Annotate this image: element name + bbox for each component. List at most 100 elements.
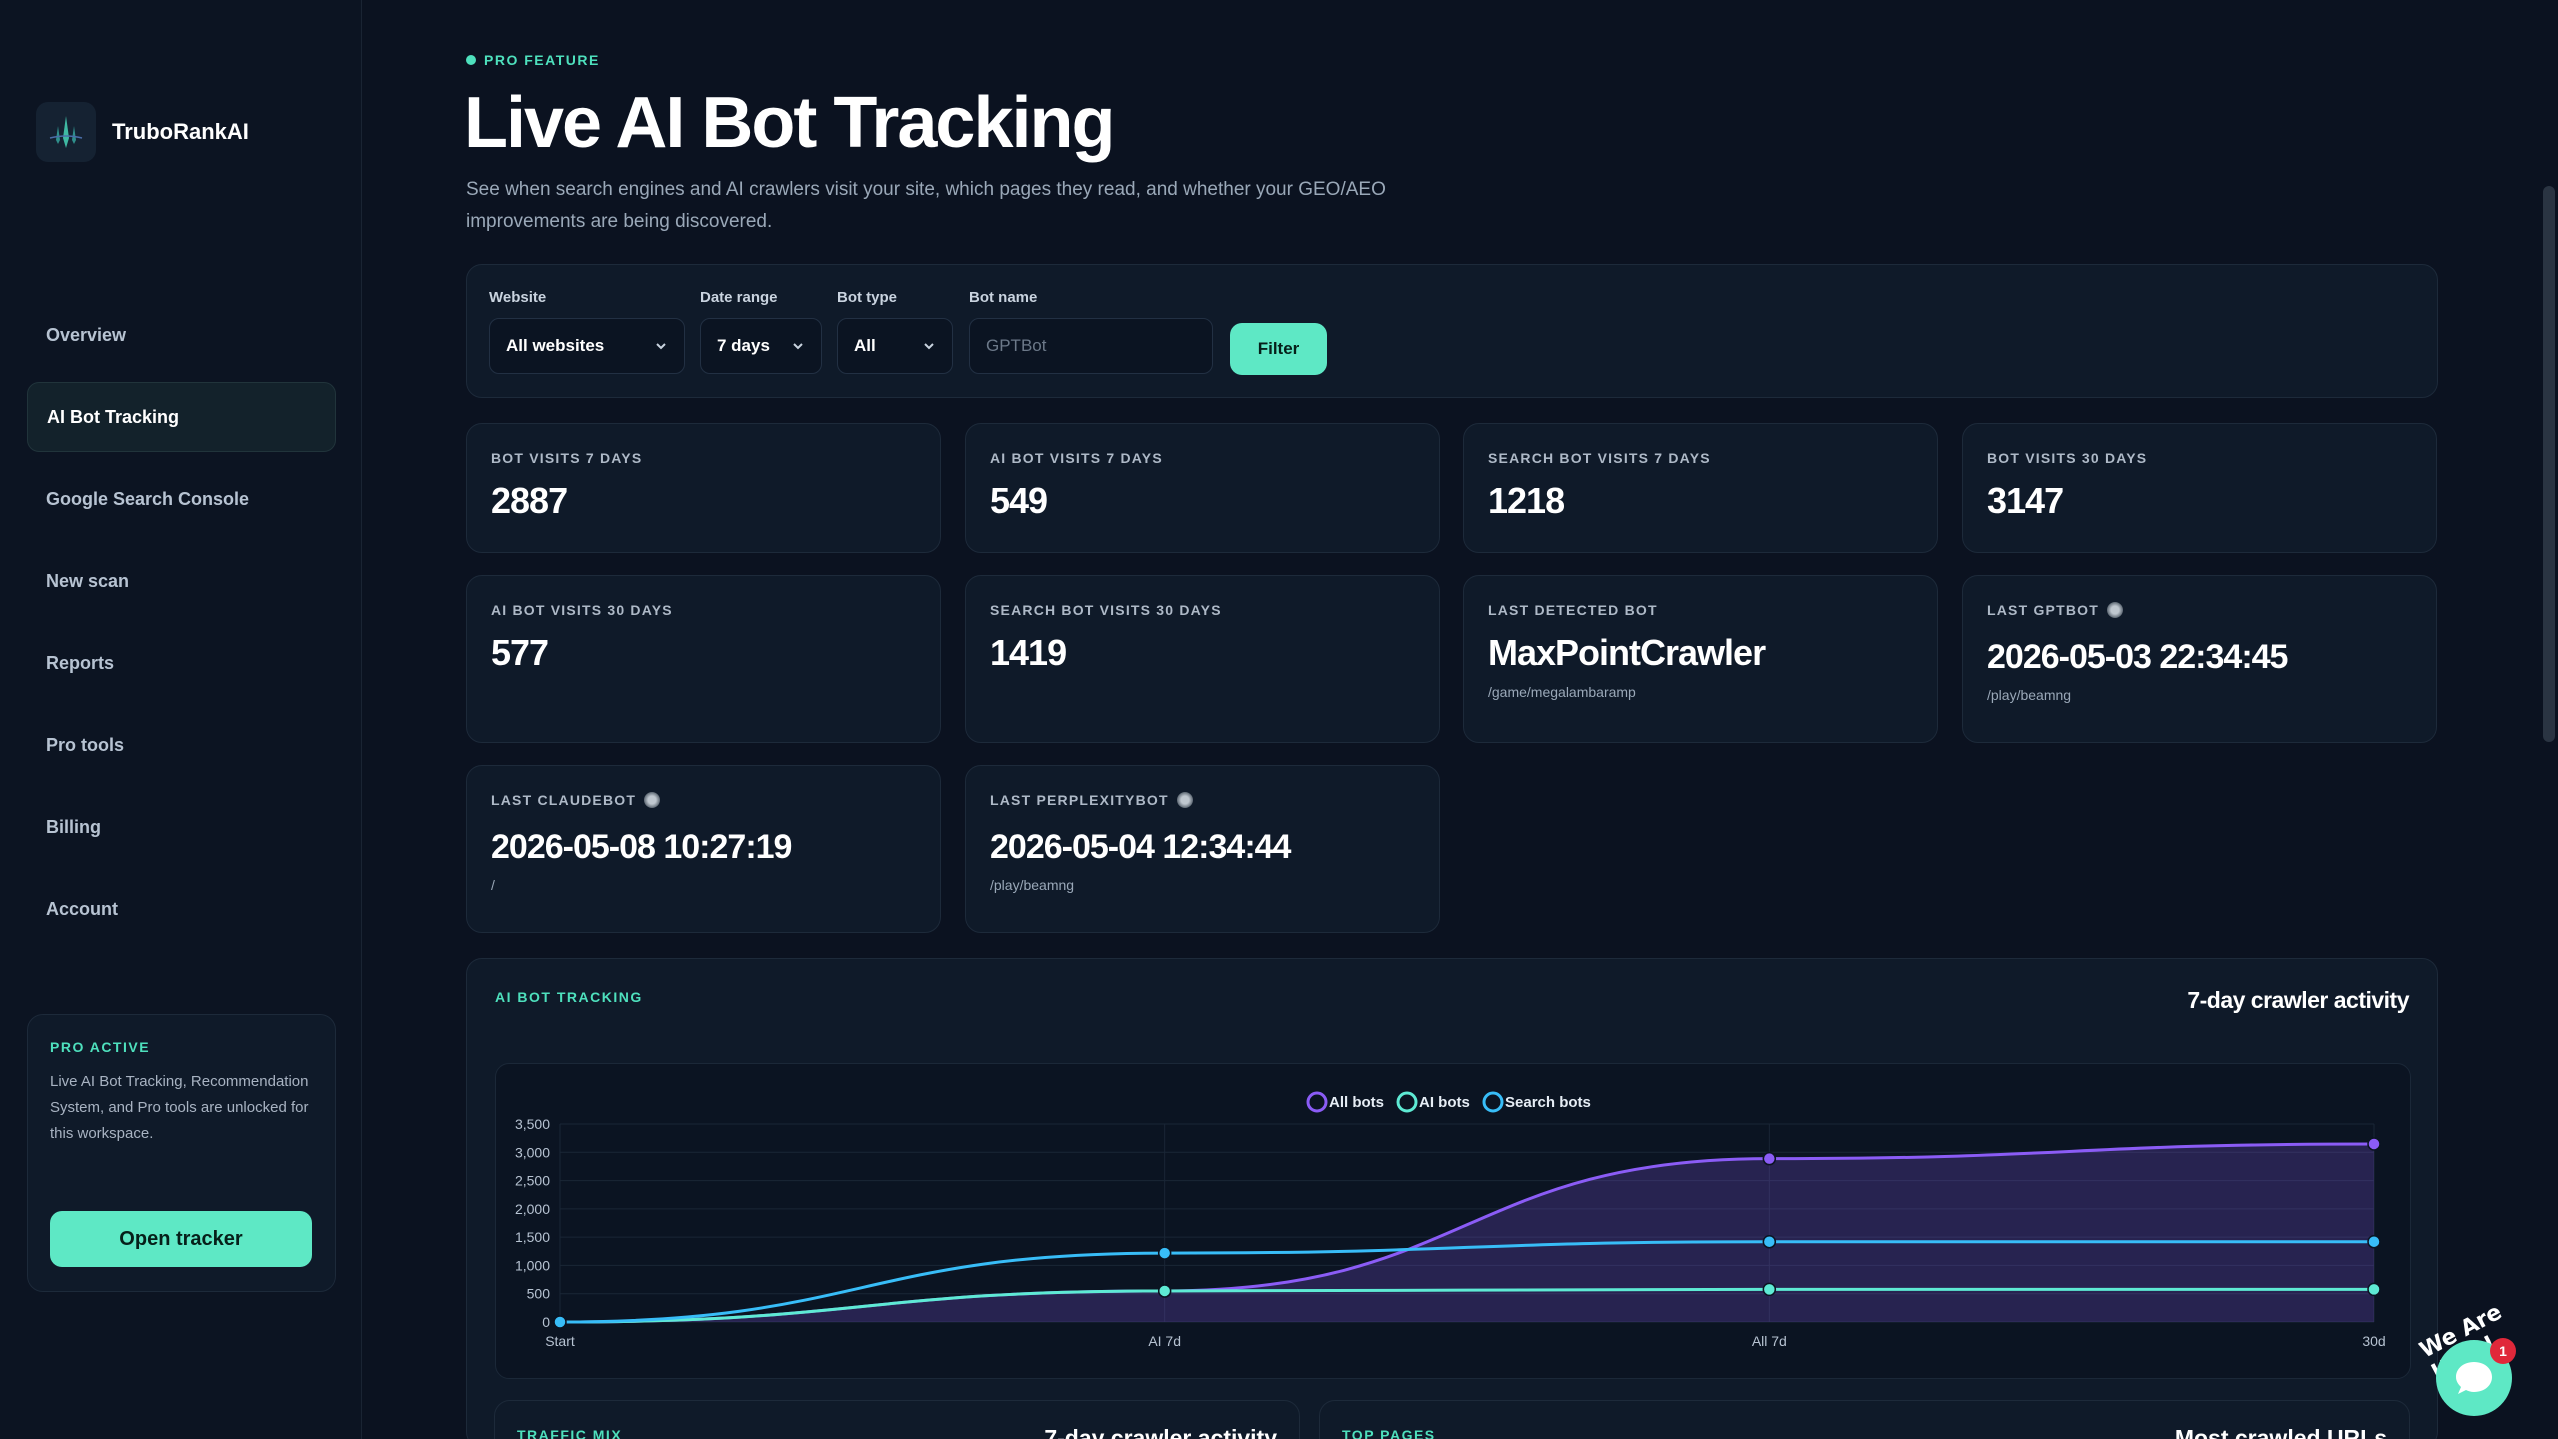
sidebar-item-reports[interactable]: Reports bbox=[46, 652, 115, 673]
stat-value: 3147 bbox=[1987, 480, 2064, 521]
panel-eyebrow: AI BOT TRACKING bbox=[495, 989, 643, 1005]
bot-name-label: Bot name bbox=[969, 289, 1038, 306]
stat-value: 577 bbox=[491, 632, 549, 673]
data-point bbox=[1762, 1234, 1777, 1249]
stat-card: AI BOT VISITS 7 DAYS 549 bbox=[965, 423, 1440, 553]
stat-card: LAST GPTBOT 2026-05-03 22:34:45 /play/be… bbox=[1962, 575, 2437, 743]
stat-value: MaxPointCrawler bbox=[1488, 632, 1766, 673]
pro-active-card: PRO ACTIVE Live AI Bot Tracking, Recomme… bbox=[27, 1014, 336, 1292]
status-dot-icon bbox=[466, 55, 476, 65]
bot-name-input[interactable]: GPTBot bbox=[969, 318, 1213, 374]
stat-card: SEARCH BOT VISITS 30 DAYS 1419 bbox=[965, 575, 1440, 743]
sidebar-item-account[interactable]: Account bbox=[46, 898, 118, 919]
data-point bbox=[2367, 1282, 2381, 1297]
pro-card-text: Live AI Bot Tracking, Recommendation Sys… bbox=[50, 1073, 309, 1142]
chevron-down-icon bbox=[924, 343, 934, 350]
series-line bbox=[559, 1240, 2374, 1324]
website-filter: Website All websites bbox=[489, 289, 685, 374]
bot-type-select[interactable]: All bbox=[837, 318, 953, 374]
scrollbar-thumb[interactable] bbox=[2543, 186, 2555, 742]
data-point bbox=[1157, 1246, 1172, 1260]
stat-label: LAST PERPLEXITYBOT bbox=[990, 792, 1169, 808]
website-select-value: All websites bbox=[506, 336, 605, 355]
stat-sub-path: /play/beamng bbox=[1987, 687, 2072, 703]
legend-swatch bbox=[1396, 1091, 1418, 1113]
data-point bbox=[2367, 1234, 2381, 1249]
stat-card: BOT VISITS 7 DAYS 2887 bbox=[466, 423, 941, 553]
chat-unread-badge: 1 bbox=[2490, 1338, 2516, 1364]
website-label: Website bbox=[489, 289, 547, 306]
sidebar-item-google-search-console[interactable]: Google Search Console bbox=[46, 488, 250, 509]
sidebar-item-pro-tools[interactable]: Pro tools bbox=[46, 734, 125, 755]
stat-label: AI BOT VISITS 7 DAYS bbox=[990, 450, 1163, 466]
y-tick-label: 3,000 bbox=[515, 1144, 550, 1160]
data-point bbox=[553, 1315, 567, 1329]
date-range-filter: Date range 7 days bbox=[700, 289, 822, 374]
y-tick-label: 2,500 bbox=[515, 1173, 550, 1189]
stat-value: 2026-05-08 10:27:19 bbox=[491, 828, 792, 866]
stat-label: AI BOT VISITS 30 DAYS bbox=[491, 602, 673, 618]
subpanel-title: Most crawled URLs bbox=[2174, 1425, 2387, 1439]
bot-type-filter: Bot type All bbox=[837, 289, 953, 374]
date-range-select[interactable]: 7 days bbox=[700, 318, 822, 374]
sidebar: TruboRankAI Overview AI Bot Tracking Goo… bbox=[0, 0, 362, 1439]
stat-card: BOT VISITS 30 DAYS 3147 bbox=[1962, 423, 2437, 553]
gptbot-icon bbox=[2106, 602, 2123, 618]
x-tick-label: All 7d bbox=[1752, 1333, 1787, 1349]
stat-card: SEARCH BOT VISITS 7 DAYS 1218 bbox=[1463, 423, 1938, 553]
x-tick-label: Start bbox=[545, 1333, 575, 1349]
stat-value: 2026-05-04 12:34:44 bbox=[990, 828, 1291, 866]
y-tick-label: 1,000 bbox=[515, 1257, 550, 1273]
data-point bbox=[1762, 1282, 1777, 1297]
legend-label: AI bots bbox=[1419, 1094, 1470, 1111]
legend-swatch bbox=[1482, 1091, 1504, 1113]
subpanel-title: 7-day crawler activity bbox=[1044, 1425, 1277, 1439]
chevron-down-icon bbox=[656, 343, 666, 350]
stat-label: SEARCH BOT VISITS 30 DAYS bbox=[990, 602, 1222, 618]
stat-label: LAST DETECTED BOT bbox=[1488, 602, 1658, 618]
stat-sub-path: / bbox=[491, 877, 495, 893]
filter-bar: Website All websites Date range 7 days B… bbox=[466, 264, 2438, 398]
stat-card: LAST DETECTED BOT MaxPointCrawler /game/… bbox=[1463, 575, 1938, 743]
y-tick-label: 2,000 bbox=[515, 1201, 550, 1217]
data-point bbox=[1157, 1284, 1172, 1298]
sidebar-nav: Overview AI Bot Tracking Google Search C… bbox=[27, 300, 336, 956]
stat-card: LAST CLAUDEBOT 2026-05-08 10:27:19 / bbox=[466, 765, 941, 933]
brand[interactable]: TruboRankAI bbox=[36, 102, 249, 162]
page-scrollbar[interactable] bbox=[2540, 0, 2558, 1439]
sidebar-item-billing[interactable]: Billing bbox=[46, 816, 101, 837]
page-description: See when search engines and AI crawlers … bbox=[466, 179, 1386, 232]
top-pages-panel: TOP PAGES Most crawled URLs bbox=[1319, 1400, 2410, 1439]
crawler-activity-chart: 0 500 1,000 1,500 2,000 2,500 3,000 3,500 Start A… bbox=[515, 1091, 2386, 1349]
stat-card: LAST PERPLEXITYBOT 2026-05-04 12:34:44 /… bbox=[965, 765, 1440, 933]
page-title: Live AI Bot Tracking bbox=[464, 83, 1115, 163]
legend-label: All bots bbox=[1329, 1094, 1384, 1111]
website-select[interactable]: All websites bbox=[489, 318, 685, 374]
stat-sub-path: /play/beamng bbox=[990, 877, 1075, 893]
filter-button[interactable]: Filter bbox=[1230, 323, 1327, 375]
panel-title: 7-day crawler activity bbox=[2187, 987, 2409, 1013]
x-tick-label: AI 7d bbox=[1148, 1333, 1181, 1349]
series-area bbox=[560, 1143, 2374, 1322]
series-line bbox=[559, 1287, 2374, 1324]
sidebar-item-ai-bot-tracking[interactable]: AI Bot Tracking bbox=[27, 382, 336, 452]
sidebar-item-new-scan[interactable]: New scan bbox=[46, 570, 130, 591]
stat-label: LAST CLAUDEBOT bbox=[491, 792, 637, 808]
chat-widget[interactable]: We Are Here! 1 bbox=[2380, 1300, 2550, 1430]
chart-container: 0 500 1,000 1,500 2,000 2,500 3,000 3,500 Start A… bbox=[495, 1063, 2411, 1379]
sidebar-item-overview[interactable]: Overview bbox=[46, 324, 127, 345]
y-tick-label: 0 bbox=[542, 1314, 550, 1330]
perplexitybot-icon bbox=[1176, 792, 1193, 808]
stat-value: 549 bbox=[990, 480, 1048, 521]
stat-sub-path: /game/megalambaramp bbox=[1488, 684, 1636, 700]
stat-value: 1218 bbox=[1488, 480, 1565, 521]
brand-name: TruboRankAI bbox=[112, 119, 249, 144]
stat-label-row: LAST CLAUDEBOT bbox=[491, 792, 916, 808]
pro-feature-eyebrow: PRO FEATURE bbox=[466, 52, 600, 68]
ai-bot-tracking-panel: AI BOT TRACKING 7-day crawler activity 0… bbox=[466, 958, 2438, 1439]
legend-swatch bbox=[1306, 1091, 1328, 1113]
data-point bbox=[1762, 1151, 1777, 1166]
stat-label: BOT VISITS 30 DAYS bbox=[1987, 450, 2148, 466]
open-tracker-button[interactable]: Open tracker bbox=[50, 1211, 312, 1267]
stat-label: LAST GPTBOT bbox=[1987, 602, 2099, 618]
